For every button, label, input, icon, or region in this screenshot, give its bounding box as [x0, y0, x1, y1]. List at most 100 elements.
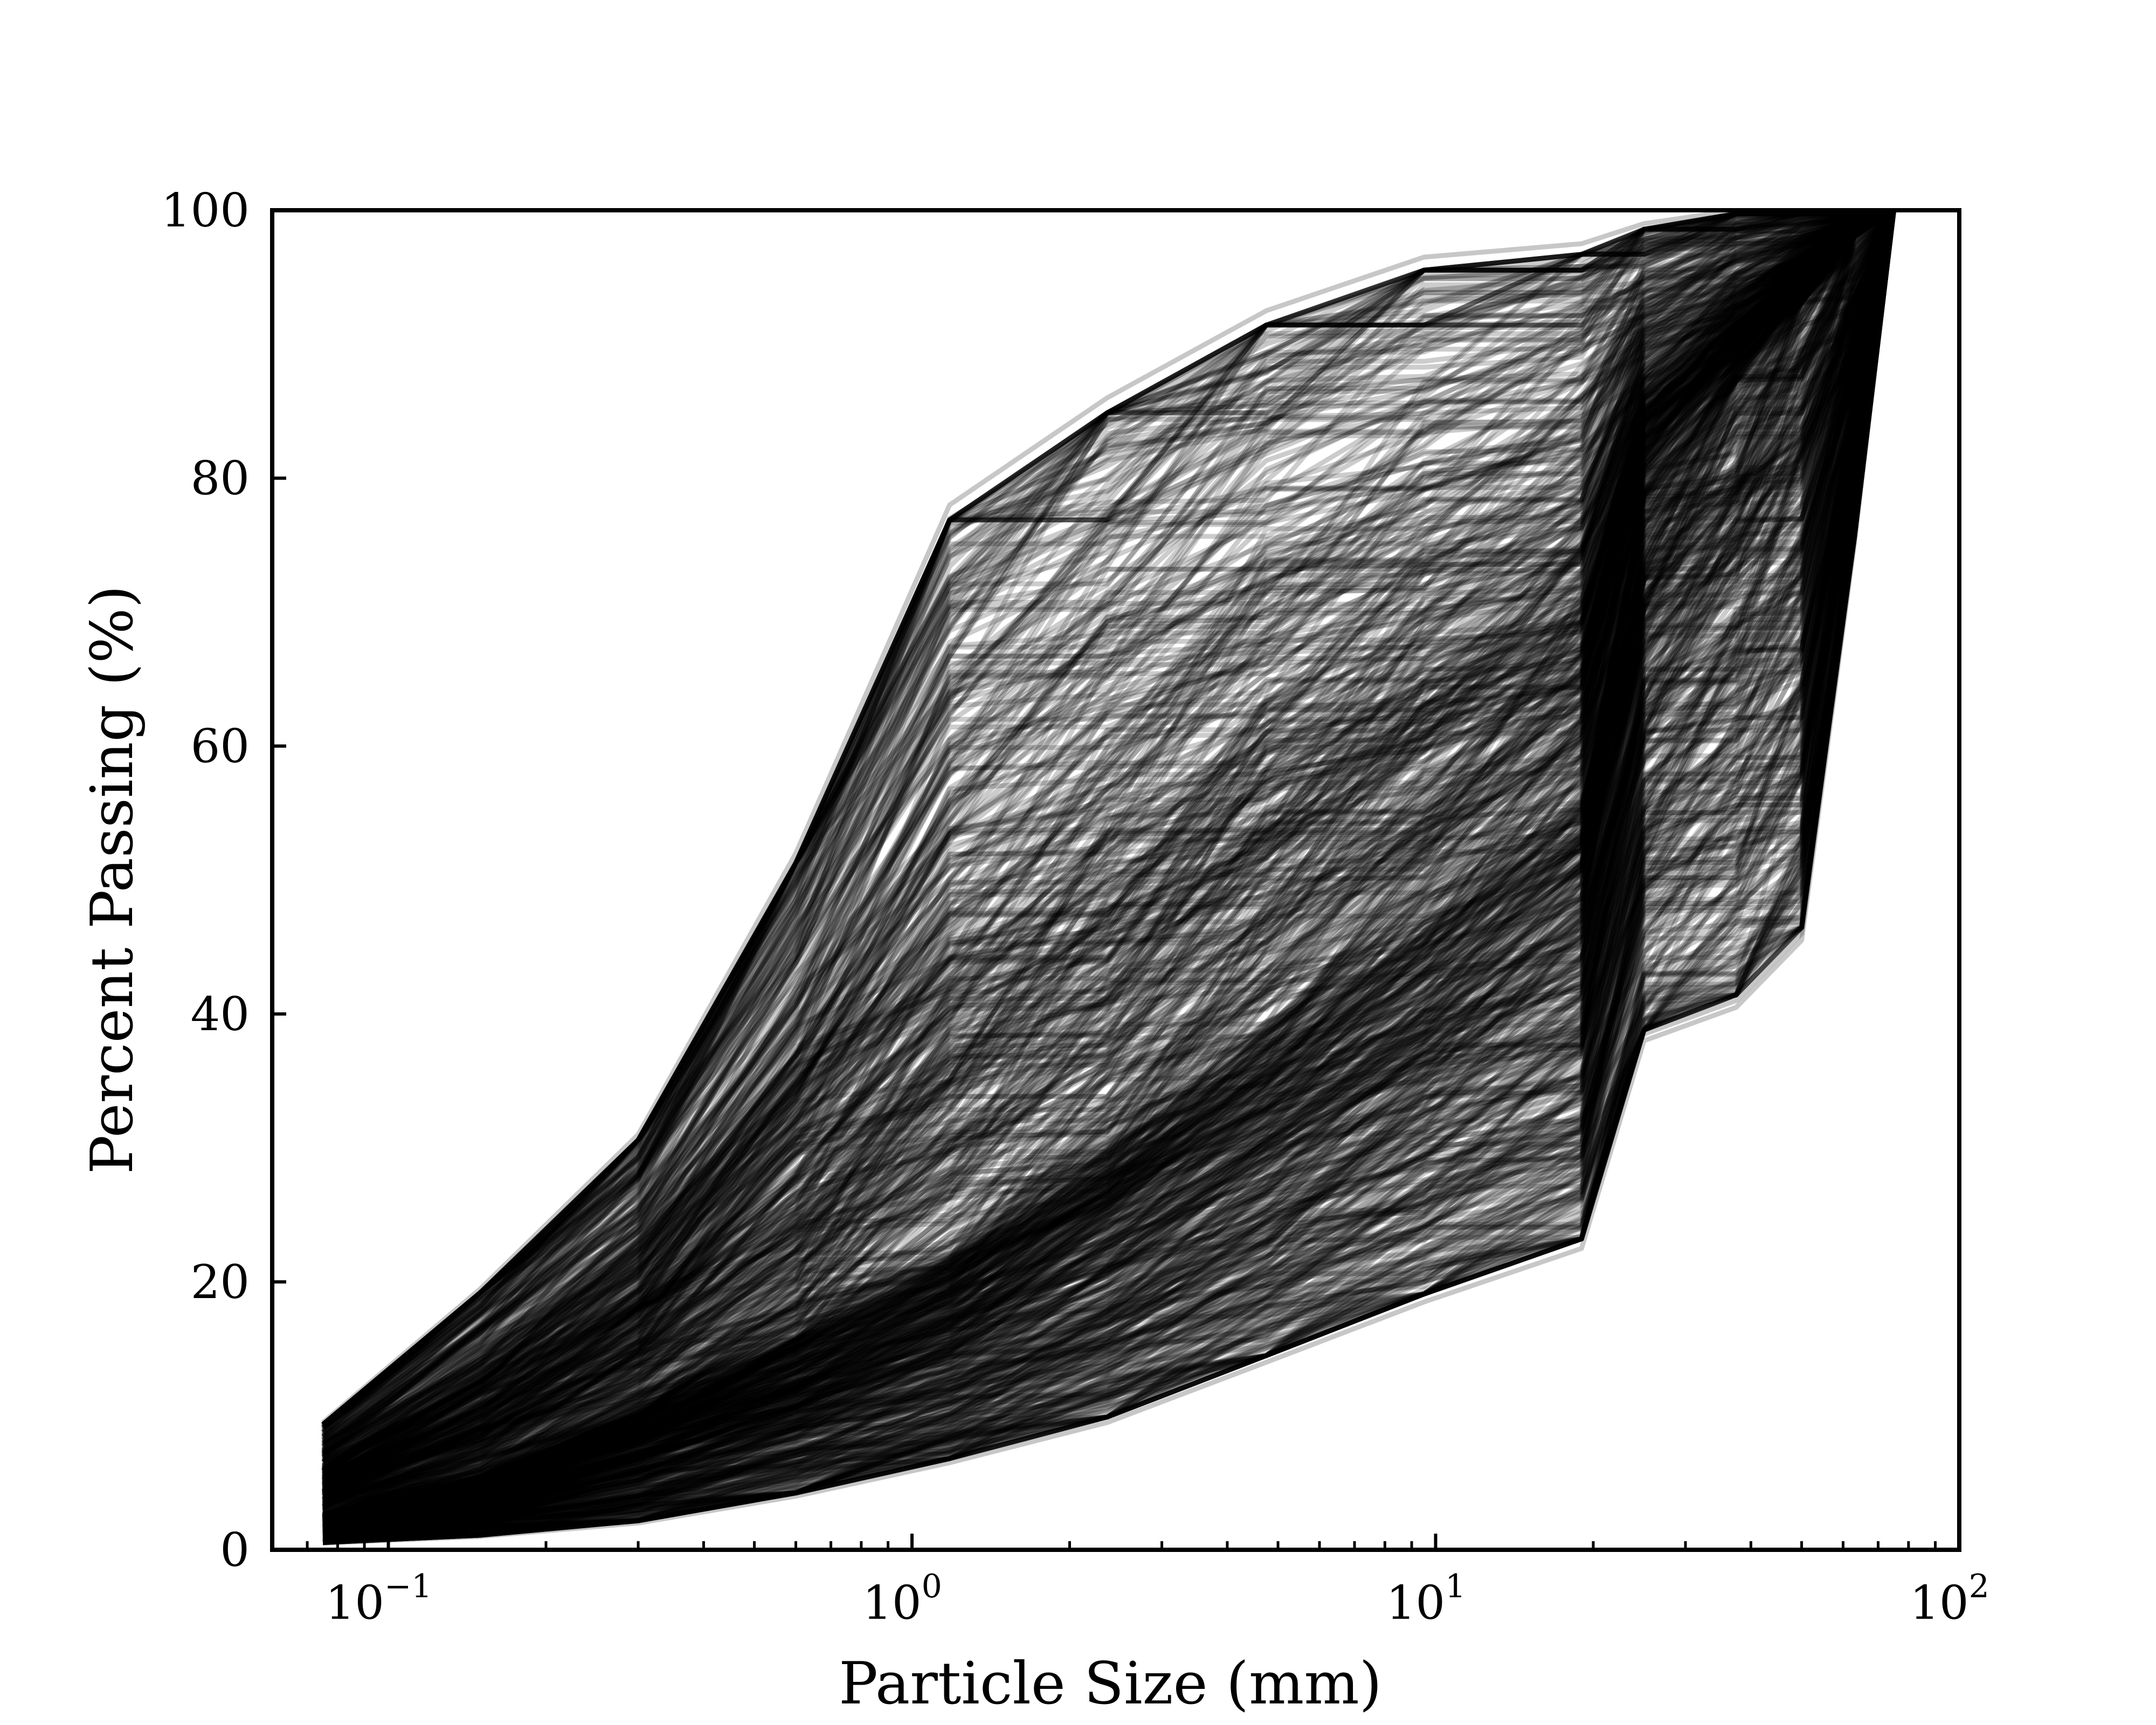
- y-tick-label: 20: [191, 1255, 250, 1309]
- gradation-curve: [322, 210, 1895, 1507]
- gradation-curve: [322, 210, 1896, 1522]
- gradation-curve: [321, 210, 1895, 1426]
- gradation-curve: [321, 210, 1895, 1443]
- gradation-curve: [322, 210, 1895, 1446]
- gradation-curve: [322, 210, 1897, 1536]
- gradation-curve: [322, 210, 1896, 1530]
- gradation-curve: [322, 210, 1895, 1496]
- gradation-curve: [322, 210, 1895, 1486]
- gradation-curve: [322, 210, 1897, 1545]
- gradation-curve: [322, 210, 1895, 1499]
- gradation-curve: [322, 210, 1897, 1537]
- gradation-curve: [322, 210, 1896, 1530]
- gradation-curve: [321, 210, 1894, 1430]
- gradation-curve: [322, 210, 1896, 1526]
- gradation-curve: [321, 210, 1895, 1494]
- gradation-curve: [322, 210, 1897, 1538]
- gradation-curve: [322, 210, 1895, 1507]
- gradation-curve: [321, 210, 1894, 1427]
- gradation-curve: [322, 210, 1896, 1523]
- gradation-curve: [322, 210, 1896, 1527]
- gradation-curve: [321, 210, 1895, 1475]
- gradation-curve: [322, 210, 1896, 1519]
- gradation-curve: [322, 210, 1895, 1496]
- gradation-curve: [322, 210, 1897, 1533]
- gradation-curve: [322, 210, 1896, 1530]
- gradation-curve: [321, 210, 1895, 1471]
- gradation-curve: [322, 210, 1896, 1529]
- gradation-curve: [322, 210, 1896, 1532]
- gradation-curve: [322, 210, 1896, 1531]
- gradation-curve: [322, 210, 1896, 1526]
- gradation-curve: [322, 210, 1895, 1478]
- gradation-curve: [321, 210, 1895, 1451]
- gradation-curve: [322, 210, 1897, 1531]
- gradation-curve: [321, 210, 1895, 1445]
- gradation-curve: [322, 210, 1896, 1530]
- gradation-curve: [322, 210, 1895, 1522]
- gradation-curve: [322, 210, 1895, 1444]
- gradation-curve: [322, 210, 1897, 1540]
- gradation-curve: [321, 210, 1894, 1445]
- gradation-curve: [322, 210, 1896, 1521]
- gradation-curve: [322, 210, 1897, 1542]
- gradation-curve: [322, 210, 1896, 1520]
- gradation-curve: [322, 210, 1895, 1493]
- gradation-curve: [321, 210, 1894, 1441]
- gradation-curve: [322, 210, 1896, 1529]
- gradation-curve: [322, 210, 1895, 1476]
- gradation-curve: [321, 210, 1895, 1485]
- gradation-curve: [322, 210, 1897, 1537]
- gradation-curve: [322, 210, 1896, 1525]
- gradation-curves: [321, 210, 1897, 1546]
- gradation-curve: [322, 210, 1897, 1535]
- gradation-curve: [322, 210, 1896, 1521]
- gradation-curve: [322, 210, 1897, 1537]
- gradation-curve: [322, 210, 1897, 1544]
- gradation-curve: [322, 210, 1897, 1537]
- gradation-curve: [322, 210, 1896, 1522]
- gradation-curve: [322, 210, 1896, 1520]
- gradation-curve: [321, 210, 1895, 1445]
- y-tick-label: 80: [191, 452, 250, 506]
- gradation-curve: [322, 210, 1896, 1533]
- gradation-curve: [322, 210, 1896, 1527]
- gradation-curve: [322, 210, 1895, 1488]
- gradation-curve: [322, 210, 1896, 1531]
- gradation-curve: [322, 210, 1895, 1492]
- plot-frame: [270, 208, 1961, 1552]
- gradation-curve: [322, 210, 1897, 1544]
- gradation-curve: [321, 210, 1895, 1449]
- gradation-curve: [322, 210, 1896, 1524]
- gradation-curve: [321, 210, 1895, 1496]
- x-tick-base: 10: [1910, 1576, 1968, 1630]
- gradation-curve: [322, 210, 1895, 1464]
- gradation-curve: [321, 210, 1894, 1430]
- gradation-curve: [321, 210, 1895, 1447]
- gradation-curve: [322, 210, 1896, 1528]
- gradation-curve: [321, 210, 1895, 1476]
- gradation-curve: [322, 210, 1897, 1540]
- gradation-curve: [322, 210, 1896, 1521]
- gradation-curve: [322, 210, 1896, 1523]
- gradation-curve: [322, 210, 1895, 1491]
- gradation-curve: [321, 210, 1894, 1426]
- gradation-curve: [322, 210, 1896, 1523]
- gradation-curve: [322, 210, 1895, 1485]
- gradation-curve: [322, 210, 1897, 1537]
- gradation-curve: [322, 210, 1896, 1538]
- gradation-curve: [322, 210, 1896, 1506]
- gradation-curve: [321, 210, 1895, 1486]
- gradation-curve: [321, 210, 1895, 1472]
- gradation-curve: [322, 210, 1895, 1477]
- gradation-curve: [321, 210, 1895, 1479]
- gradation-curve: [321, 210, 1894, 1435]
- gradation-curve: [322, 210, 1896, 1526]
- gradation-curve: [322, 210, 1897, 1545]
- gradation-curve: [322, 210, 1897, 1538]
- gradation-curve: [322, 210, 1895, 1487]
- gradation-curve: [322, 210, 1896, 1531]
- gradation-curve: [322, 210, 1896, 1533]
- gradation-curve: [322, 210, 1897, 1543]
